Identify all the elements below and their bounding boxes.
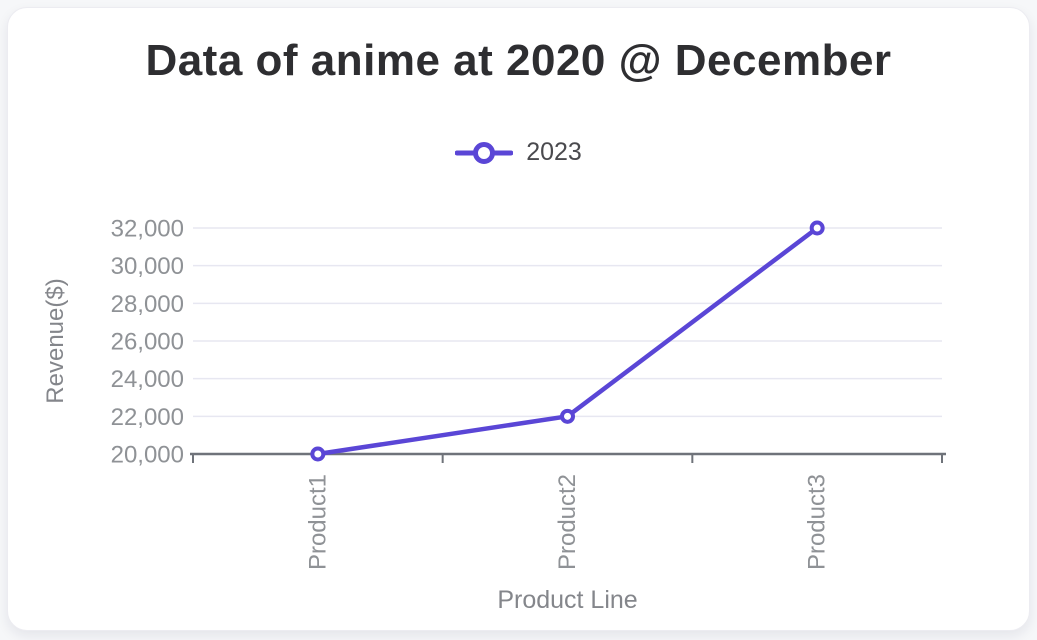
legend: 2023 <box>8 138 1029 167</box>
x-axis-title: Product Line <box>497 586 638 614</box>
data-point-marker[interactable] <box>809 220 825 236</box>
legend-item-2023[interactable]: 2023 <box>455 138 582 167</box>
data-point-marker[interactable] <box>560 408 575 424</box>
y-tick-label: 30,000 <box>111 253 184 280</box>
line-chart-plot: 20,000 22,000 24,000 26,000 28,000 30,000 32,0… <box>111 216 946 570</box>
y-tick-label: 32,000 <box>111 216 184 243</box>
y-tick-label: 26,000 <box>111 329 184 356</box>
y-tick-label: 20,000 <box>111 442 184 469</box>
x-category-label: Product2 <box>554 474 581 570</box>
y-tick-label: 22,000 <box>111 404 184 431</box>
chart-title: Data of anime at 2020 @ December <box>145 36 892 85</box>
data-point-marker[interactable] <box>310 446 326 462</box>
y-axis-title: Revenue($) <box>42 278 69 404</box>
y-tick-label: 28,000 <box>111 291 184 318</box>
chart-card: 20,000 22,000 24,000 26,000 28,000 30,000 32,0… <box>7 7 1030 631</box>
legend-line-marker-icon <box>455 141 514 164</box>
x-category-label: Product3 <box>804 474 831 570</box>
y-tick-label: 24,000 <box>111 366 184 393</box>
legend-label: 2023 <box>526 138 582 166</box>
x-category-label: Product1 <box>304 474 331 570</box>
